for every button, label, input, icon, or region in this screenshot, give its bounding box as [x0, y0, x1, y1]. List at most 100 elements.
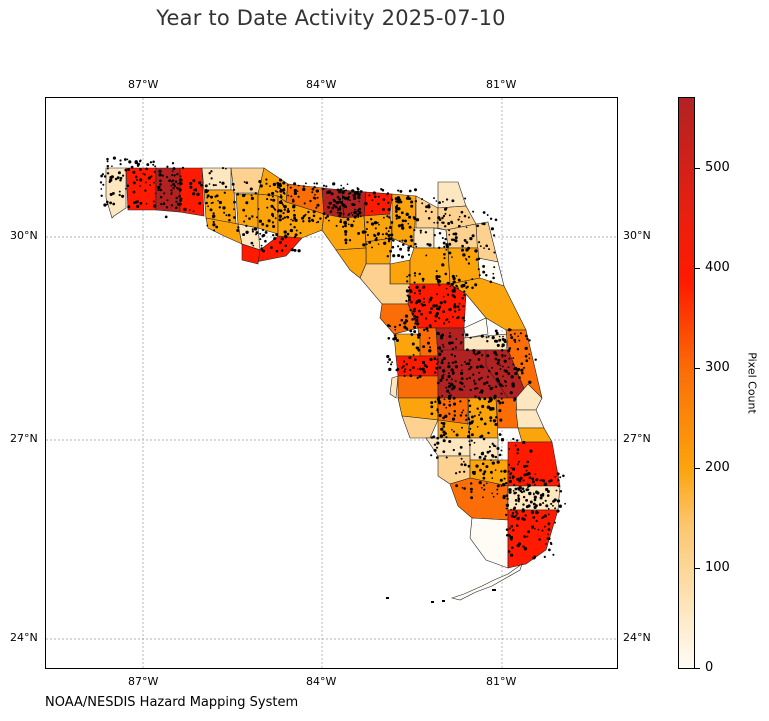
fire-detection-dot [400, 211, 404, 215]
fire-detection-dot [325, 185, 328, 188]
fire-detection-dot [481, 404, 485, 409]
fire-detection-dot [466, 285, 469, 288]
fire-detection-dot [204, 184, 208, 188]
fire-detection-dot [289, 223, 292, 226]
fire-detection-dot [494, 329, 498, 333]
fire-detection-dot [399, 247, 403, 251]
fire-detection-dot [357, 231, 361, 235]
fire-detection-dot [490, 459, 492, 462]
fire-detection-dot [467, 464, 471, 468]
fire-detection-dot [258, 219, 263, 223]
fire-detection-dot [544, 499, 547, 502]
fire-detection-dot [270, 246, 273, 249]
fire-detection-dot [476, 407, 479, 410]
fire-detection-dot [540, 479, 544, 482]
fire-detection-dot [311, 187, 315, 191]
fire-detection-dot [243, 220, 246, 223]
fire-detection-dot [447, 362, 450, 365]
fire-detection-dot [511, 477, 514, 480]
fire-detection-dot [350, 223, 354, 228]
fire-detection-dot [438, 246, 441, 249]
fire-detection-dot [228, 219, 231, 222]
fire-detection-dot [442, 403, 446, 406]
fire-detection-dot [346, 217, 350, 221]
fire-detection-dot [481, 366, 485, 369]
fire-detection-dot [408, 356, 412, 360]
fire-detection-dot [322, 184, 326, 187]
fire-detection-dot [489, 280, 493, 284]
county-pine-sliver [241, 243, 261, 265]
fire-detection-dot [494, 469, 497, 471]
fire-detection-dot [403, 321, 407, 325]
fire-detection-dot [413, 314, 417, 318]
fire-detection-dot [225, 214, 228, 217]
fire-detection-dot [212, 214, 216, 218]
fire-detection-dot [214, 184, 217, 187]
fire-detection-dot [455, 484, 459, 488]
fire-detection-dot [452, 430, 455, 433]
fire-detection-dot [476, 387, 479, 390]
fire-detection-dot [154, 192, 157, 195]
fire-detection-dot [460, 210, 464, 214]
fire-detection-dot [280, 237, 284, 241]
fire-detection-dot [394, 205, 398, 209]
fire-detection-dot [388, 367, 392, 372]
fire-detection-dot [543, 525, 546, 528]
fire-detection-dot [556, 472, 560, 476]
fire-detection-dot [283, 189, 286, 192]
fire-detection-dot [451, 428, 453, 431]
fire-detection-dot [509, 333, 512, 336]
fire-detection-dot [458, 470, 461, 474]
fire-detection-dot [485, 482, 488, 485]
fire-detection-dot [427, 217, 431, 220]
fire-detection-dot [455, 284, 458, 287]
fire-detection-dot [528, 353, 531, 356]
fire-detection-dot [428, 349, 432, 353]
fire-detection-dot [249, 187, 253, 191]
fire-detection-dot [463, 360, 466, 363]
fire-detection-dot [130, 165, 134, 169]
fire-detection-dot [555, 489, 558, 492]
fire-detection-dot [370, 218, 373, 221]
fire-detection-dot [444, 272, 448, 276]
fire-detection-dot [482, 211, 486, 214]
fire-detection-dot [502, 495, 506, 500]
fire-detection-dot [356, 187, 359, 190]
fire-detection-dot [453, 310, 457, 313]
fire-detection-dot [508, 476, 512, 479]
fire-detection-dot [395, 217, 398, 220]
fire-detection-dot [394, 197, 398, 201]
fire-detection-dot [377, 202, 380, 206]
fire-detection-dot [127, 205, 131, 209]
fire-detection-dot [224, 185, 228, 189]
fire-detection-dot [474, 283, 478, 287]
fire-detection-dot [132, 190, 136, 194]
fire-detection-dot [454, 360, 457, 364]
fire-detection-dot [221, 167, 225, 170]
cb-label-200: 200 [705, 460, 730, 475]
fire-detection-dot [526, 460, 530, 464]
fire-detection-dot [468, 255, 471, 258]
fire-detection-dot [462, 283, 466, 288]
fire-detection-dot [144, 189, 147, 192]
fire-detection-dot [410, 238, 414, 242]
map-plot-area[interactable] [45, 97, 618, 669]
fire-detection-dot [488, 445, 491, 448]
fire-detection-dot [344, 229, 348, 234]
fire-detection-dot [479, 468, 482, 472]
fire-detection-dot [464, 197, 467, 200]
fire-detection-dot [118, 193, 121, 197]
fire-detection-dot [487, 400, 490, 403]
fire-detection-dot [510, 375, 514, 379]
fire-detection-dot [448, 233, 451, 236]
fire-detection-dot [404, 314, 409, 318]
fire-detection-dot [546, 494, 550, 497]
fire-detection-dot [369, 240, 372, 243]
fire-detection-dot [430, 454, 433, 457]
fire-detection-dot [478, 371, 481, 374]
fire-detection-dot [312, 219, 315, 222]
fire-detection-dot [100, 194, 103, 198]
fire-detection-dot [261, 249, 266, 253]
fire-detection-dot [525, 359, 529, 363]
fire-detection-dot [370, 222, 375, 226]
